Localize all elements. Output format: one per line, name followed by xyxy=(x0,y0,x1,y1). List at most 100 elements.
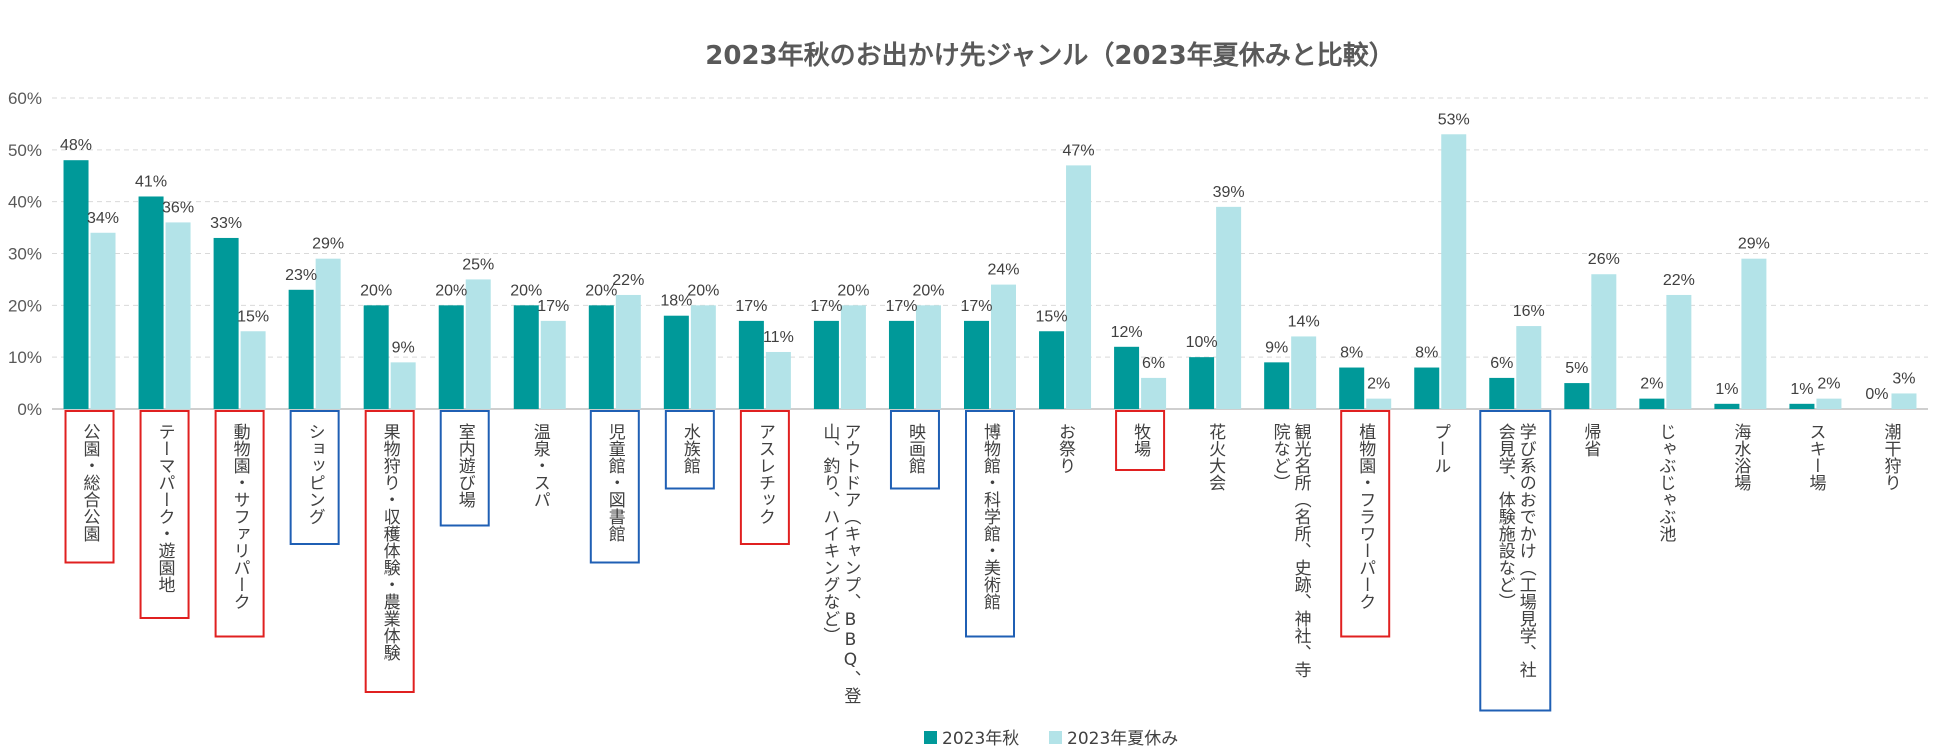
data-label: 53% xyxy=(1438,111,1470,128)
bar-summer-2023 xyxy=(991,284,1016,409)
data-label: 25% xyxy=(462,256,494,273)
bar-autumn-2023 xyxy=(1039,331,1065,409)
data-label: 20% xyxy=(435,282,467,299)
bar-summer-2023 xyxy=(690,305,716,409)
category-label: 公園・総合公園 xyxy=(80,423,101,542)
category-label-line: アウトドア（キャンプ、BBQ、登 xyxy=(840,423,861,704)
bar-autumn-2023 xyxy=(588,305,614,409)
data-label: 20% xyxy=(360,282,392,299)
category-highlight-box xyxy=(364,410,415,693)
data-label: 2% xyxy=(1367,376,1390,393)
category-label-line: テーマパーク・遊園地 xyxy=(155,423,176,593)
data-label: 15% xyxy=(1036,308,1068,325)
category-label: 潮干狩り xyxy=(1880,423,1901,491)
data-label: 8% xyxy=(1340,345,1363,362)
category-label: テーマパーク・遊園地 xyxy=(155,423,176,593)
category-highlight-box xyxy=(1479,410,1552,712)
data-label: 18% xyxy=(660,293,692,310)
category-label-line: じゃぶじゃぶ池 xyxy=(1655,423,1676,542)
category-label: プール xyxy=(1430,423,1450,474)
data-label: 1% xyxy=(1715,381,1738,398)
category-label: ショッピング xyxy=(305,423,325,525)
category-highlight-box xyxy=(739,410,790,545)
y-tick-label: 50% xyxy=(8,141,42,160)
category-label-line: 動物園・サファリパーク xyxy=(230,423,251,610)
bar-summer-2023 xyxy=(390,362,416,409)
data-label: 20% xyxy=(912,282,944,299)
data-label: 20% xyxy=(837,282,869,299)
bar-summer-2023 xyxy=(615,294,641,409)
bar-autumn-2023 xyxy=(1339,367,1365,409)
bar-summer-2023 xyxy=(1591,274,1617,409)
category-highlight-box xyxy=(589,410,640,564)
category-highlight-box xyxy=(664,410,715,490)
data-label: 48% xyxy=(60,137,92,154)
bar-autumn-2023 xyxy=(888,320,914,409)
bar-autumn-2023 xyxy=(1489,377,1515,409)
data-label: 29% xyxy=(1738,236,1770,253)
category-highlight-box xyxy=(139,410,190,619)
bar-autumn-2023 xyxy=(663,315,689,409)
category-label: 博物館・科学館・美術館 xyxy=(980,423,1001,610)
category-label-line: 映画館 xyxy=(905,423,926,474)
category-label: 牧場 xyxy=(1130,423,1151,458)
bar-summer-2023 xyxy=(765,351,791,409)
category-label-line: 学び系のおでかけ（工場見学、社 xyxy=(1516,423,1537,678)
legend-swatch-summer xyxy=(1049,731,1062,744)
data-label: 15% xyxy=(237,308,269,325)
category-highlight-box xyxy=(965,410,1015,638)
data-label: 9% xyxy=(1265,339,1288,356)
bar-autumn-2023 xyxy=(363,305,389,409)
data-label: 39% xyxy=(1213,184,1245,201)
data-label: 17% xyxy=(960,298,992,315)
category-label: スキー場 xyxy=(1805,423,1826,492)
chart-title: 2023年秋のお出かけ先ジャンル（2023年夏休みと比較） xyxy=(705,40,1394,71)
category-highlight-box xyxy=(214,410,265,638)
bar-autumn-2023 xyxy=(1114,346,1140,409)
category-label-line: 潮干狩り xyxy=(1880,423,1901,491)
data-label: 17% xyxy=(537,298,569,315)
bar-summer-2023 xyxy=(1516,326,1542,409)
category-label: 室内遊び場 xyxy=(455,423,476,509)
category-label-line: ショッピング xyxy=(305,423,325,525)
y-tick-label: 60% xyxy=(8,89,42,108)
bar-summer-2023 xyxy=(1216,206,1242,409)
bar-autumn-2023 xyxy=(513,305,539,409)
category-label-line: 山、釣り、ハイキングなど） xyxy=(819,423,840,644)
bar-autumn-2023 xyxy=(1639,398,1665,409)
bar-summer-2023 xyxy=(1366,398,1392,409)
category-label-line: 海水浴場 xyxy=(1730,423,1751,492)
data-label: 14% xyxy=(1288,313,1320,330)
category-label-line: プール xyxy=(1430,423,1450,474)
category-highlight-box xyxy=(1115,410,1166,471)
bar-summer-2023 xyxy=(915,305,941,409)
bar-summer-2023 xyxy=(1291,336,1317,409)
bar-autumn-2023 xyxy=(1789,403,1815,409)
data-label: 6% xyxy=(1142,355,1165,372)
category-label: 児童館・図書館 xyxy=(605,423,626,542)
data-label: 8% xyxy=(1415,345,1438,362)
category-label-line: 花火大会 xyxy=(1205,423,1226,491)
bar-summer-2023 xyxy=(1066,165,1092,409)
category-label-line: 室内遊び場 xyxy=(455,423,476,509)
category-highlight-box xyxy=(889,410,940,490)
bar-autumn-2023 xyxy=(63,160,89,409)
data-label: 6% xyxy=(1490,355,1513,372)
category-label: 温泉・スパ xyxy=(530,423,551,508)
data-label: 9% xyxy=(392,339,415,356)
data-label: 41% xyxy=(135,173,167,190)
y-tick-label: 40% xyxy=(8,193,42,212)
data-label: 26% xyxy=(1588,251,1620,268)
data-label: 12% xyxy=(1111,324,1143,341)
category-label-line: 児童館・図書館 xyxy=(605,423,626,542)
category-label: 帰省 xyxy=(1580,423,1601,457)
y-tick-label: 30% xyxy=(8,245,42,264)
category-labels: 公園・総合公園 テーマパーク・遊園地 動物園・サファリパーク ショッピング 果物狩り・収… xyxy=(80,423,1901,704)
category-label: 植物園・フラワーパーク xyxy=(1355,423,1376,610)
category-label-line: 植物園・フラワーパーク xyxy=(1355,423,1376,610)
legend-swatch-autumn xyxy=(924,731,937,744)
category-label: お祭り xyxy=(1055,423,1076,474)
